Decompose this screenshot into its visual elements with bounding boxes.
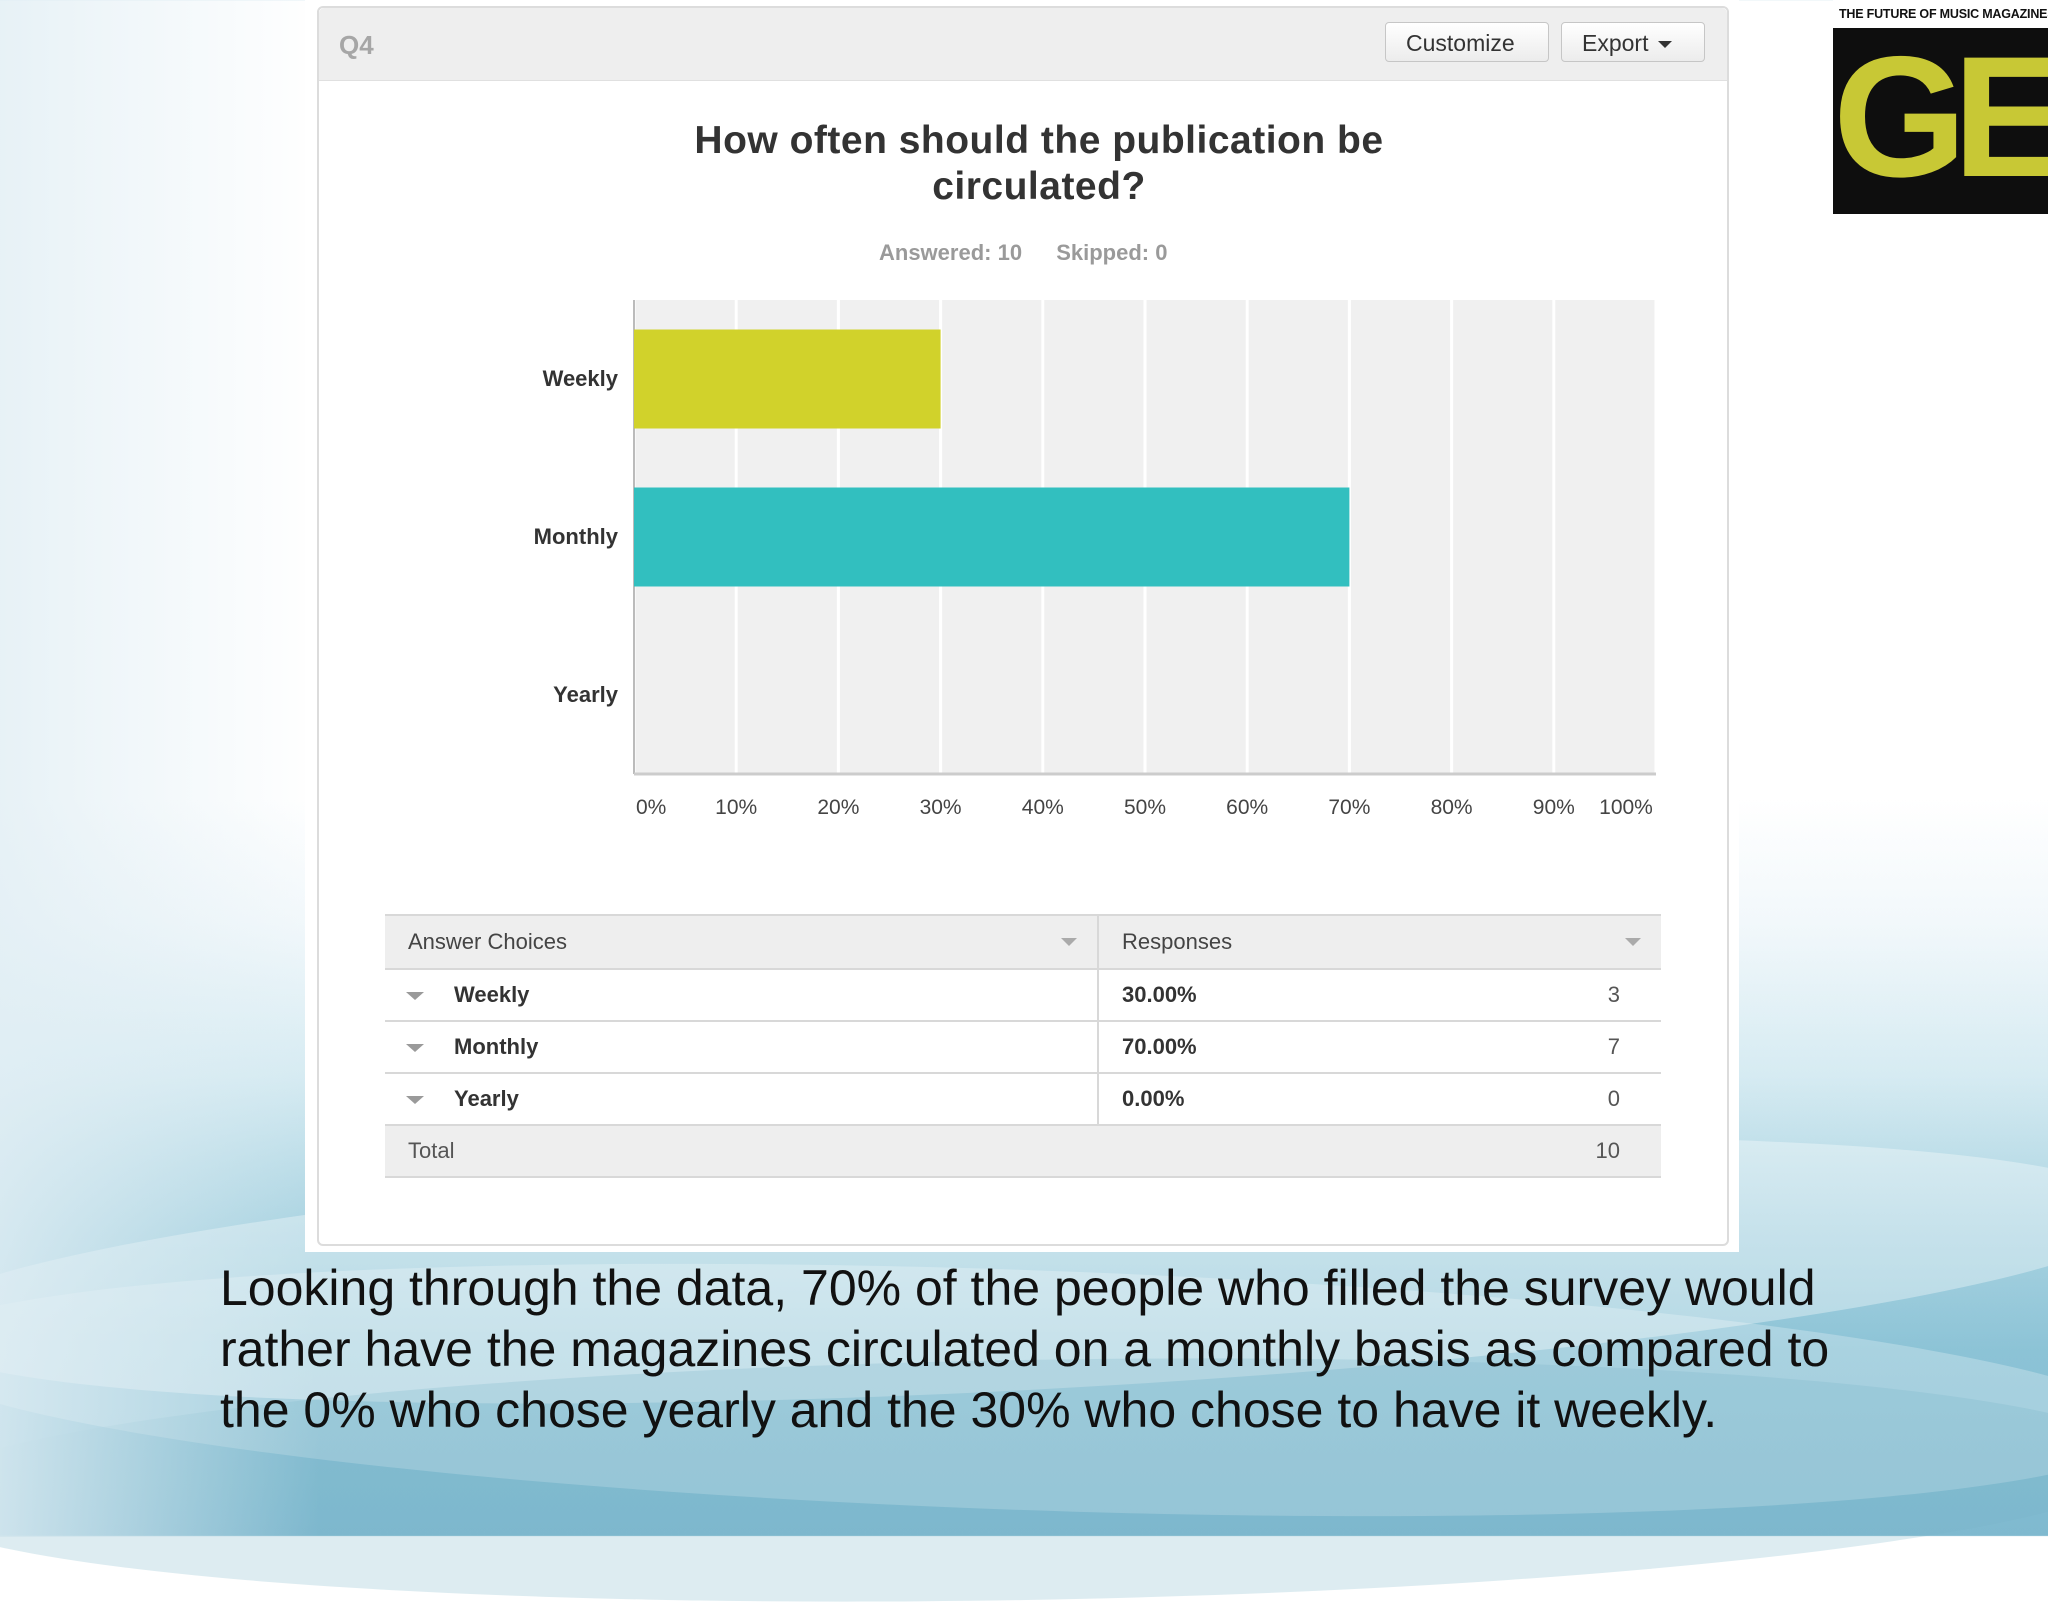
sort-icon[interactable] (1625, 938, 1641, 946)
response-percent: 0.00% (1122, 1086, 1185, 1111)
export-button[interactable]: Export (1561, 22, 1705, 62)
x-tick-label: 50% (1124, 796, 1166, 819)
answer-choices-header[interactable]: Answer Choices (385, 914, 1099, 970)
table-row: Weekly 30.00% 3 (385, 969, 1661, 1022)
response-percent: 30.00% (1122, 982, 1197, 1007)
logo-letters: GE (1833, 21, 2048, 213)
background-fade (0, 0, 320, 1536)
expand-caret-icon[interactable] (406, 1096, 424, 1105)
bar-monthly (634, 487, 1350, 587)
table-row: Yearly 0.00% 0 (385, 1073, 1661, 1126)
responses-header[interactable]: Responses (1098, 914, 1661, 970)
header-label: Responses (1122, 929, 1233, 954)
total-label: Total (408, 1138, 455, 1163)
category-label: Yearly (553, 682, 619, 707)
total-value: 10 (1595, 1138, 1620, 1163)
table-header-row: Answer Choices Responses (385, 914, 1661, 970)
answered-count: Answered: 10 (879, 240, 1023, 265)
response-count: 3 (1607, 982, 1620, 1007)
customize-button[interactable]: Customize (1385, 22, 1549, 62)
x-tick-label: 10% (715, 796, 757, 819)
x-tick-label: 100% (1599, 796, 1653, 819)
x-tick-label: 40% (1022, 796, 1064, 819)
choice-label: Yearly (454, 1086, 519, 1111)
category-label: Monthly (534, 524, 619, 549)
choice-label: Weekly (454, 982, 530, 1007)
expand-caret-icon[interactable] (406, 1044, 424, 1053)
question-header: Q4 Customize Export (319, 8, 1727, 81)
chevron-down-icon (1658, 41, 1673, 49)
slide-caption: Looking through the data, 70% of the peo… (220, 1260, 1830, 1438)
x-tick-label: 30% (920, 796, 962, 819)
customize-label: Customize (1406, 30, 1515, 56)
question-card: Q4 Customize Export How often should the… (317, 6, 1729, 1246)
x-tick-label: 90% (1533, 796, 1575, 819)
x-tick-label: 60% (1226, 796, 1268, 819)
x-tick-label: 0% (636, 796, 666, 819)
bar-chart: 0% 10% 20% 30% 40% 50% 60% 70% 80% 90% 100% Weekly M… (534, 300, 1658, 819)
sort-icon[interactable] (1061, 938, 1077, 946)
choice-label: Monthly (454, 1034, 539, 1059)
expand-caret-icon[interactable] (406, 992, 424, 1001)
question-number: Q4 (339, 30, 374, 60)
x-tick-label: 20% (817, 796, 859, 819)
response-stats: Answered: 10 Skipped: 0 (879, 240, 1195, 266)
export-label: Export (1582, 30, 1649, 56)
magazine-logo: THE FUTURE OF MUSIC MAGAZINES GE (1833, 0, 2048, 214)
logo-tagline: THE FUTURE OF MUSIC MAGAZINES (1833, 0, 2048, 28)
total-row: Total 10 (385, 1125, 1661, 1178)
bar-weekly (634, 329, 941, 429)
chart-title: How often should the publication be circ… (694, 119, 1384, 208)
response-count: 7 (1607, 1034, 1620, 1059)
survey-screenshot: Q4 Customize Export How often should the… (305, 0, 1739, 1252)
x-tick-label: 70% (1328, 796, 1370, 819)
response-count: 0 (1607, 1086, 1620, 1111)
header-label: Answer Choices (408, 929, 567, 954)
skipped-count: Skipped: 0 (1056, 240, 1168, 265)
x-tick-label: 80% (1431, 796, 1473, 819)
response-percent: 70.00% (1122, 1034, 1197, 1059)
answer-table: Answer Choices Responses Weekly 30.00% 3 … (385, 914, 1661, 1178)
table-row: Monthly 70.00% 7 (385, 1021, 1661, 1074)
category-label: Weekly (543, 366, 619, 391)
